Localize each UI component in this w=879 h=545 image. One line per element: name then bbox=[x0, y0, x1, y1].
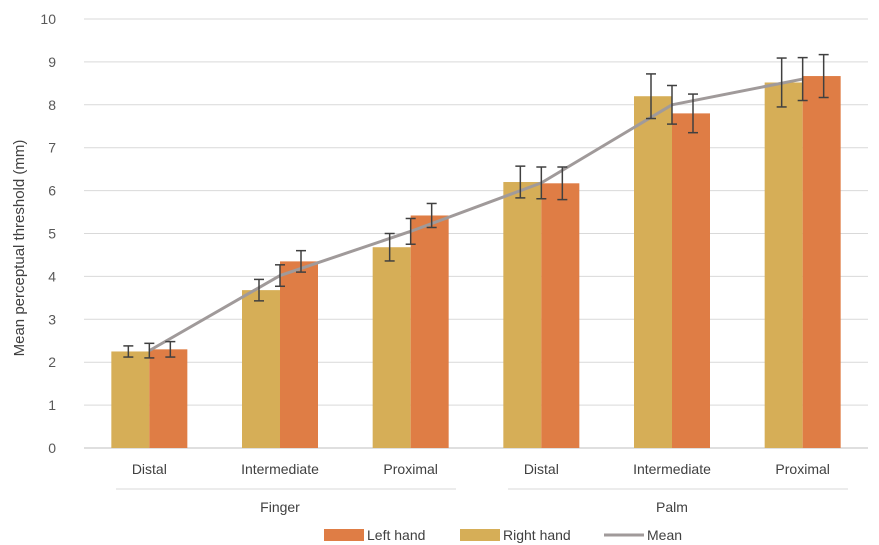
x-category-label: Distal bbox=[524, 461, 559, 477]
y-tick-label: 2 bbox=[48, 354, 56, 370]
bar-left-hand bbox=[410, 215, 449, 448]
legend: Left hand Right hand Mean bbox=[324, 527, 682, 543]
x-category-label: Distal bbox=[132, 461, 167, 477]
y-tick-label: 10 bbox=[40, 11, 56, 27]
error-bar bbox=[797, 56, 808, 102]
error-bar bbox=[818, 53, 829, 99]
x-group-label: Palm bbox=[656, 499, 688, 515]
error-bar bbox=[426, 202, 437, 229]
bar-right-hand bbox=[111, 351, 150, 448]
bar-left-hand bbox=[149, 349, 188, 448]
y-tick-labels: 0 1 2 3 4 5 6 7 8 9 10 bbox=[40, 11, 56, 456]
error-bar bbox=[688, 93, 698, 134]
legend-item: Mean bbox=[604, 527, 682, 543]
error-bar bbox=[275, 264, 285, 288]
y-axis-label: Mean perceptual threshold (mm) bbox=[11, 140, 28, 357]
bars bbox=[111, 76, 841, 448]
y-tick-label: 9 bbox=[48, 54, 56, 70]
error-bar bbox=[667, 84, 677, 125]
x-category-labels: Distal Intermediate Proximal Distal Intermed… bbox=[132, 461, 830, 477]
y-tick-label: 7 bbox=[48, 140, 56, 156]
bar-left-hand bbox=[541, 183, 580, 448]
x-group-labels: Finger Palm bbox=[116, 488, 848, 515]
y-tick-label: 0 bbox=[48, 440, 56, 456]
gridlines bbox=[84, 18, 868, 449]
error-bar bbox=[144, 342, 155, 359]
bar-left-hand bbox=[672, 113, 710, 448]
x-group-label: Finger bbox=[260, 499, 300, 515]
y-tick-label: 4 bbox=[48, 268, 56, 284]
error-bar bbox=[646, 73, 656, 120]
bar-right-hand bbox=[764, 82, 803, 448]
legend-label: Right hand bbox=[503, 527, 571, 543]
x-category-label: Proximal bbox=[775, 461, 829, 477]
x-category-label: Proximal bbox=[383, 461, 437, 477]
error-bar bbox=[384, 232, 395, 262]
mean-line bbox=[148, 77, 803, 352]
error-bar bbox=[776, 57, 787, 108]
legend-item: Left hand bbox=[324, 527, 425, 543]
legend-item: Right hand bbox=[460, 527, 571, 543]
error-bar bbox=[123, 345, 134, 358]
error-bar bbox=[515, 165, 526, 199]
x-category-label: Intermediate bbox=[633, 461, 711, 477]
legend-label: Left hand bbox=[367, 527, 425, 543]
y-tick-label: 8 bbox=[48, 97, 56, 113]
bar-left-hand bbox=[802, 76, 841, 448]
legend-swatch bbox=[324, 529, 364, 541]
legend-label: Mean bbox=[647, 527, 682, 543]
error-bar bbox=[296, 249, 306, 273]
error-bar bbox=[405, 217, 416, 245]
y-tick-label: 3 bbox=[48, 311, 56, 327]
bar-left-hand bbox=[280, 261, 318, 448]
bar-right-hand bbox=[634, 96, 672, 448]
y-tick-label: 5 bbox=[48, 226, 56, 242]
y-tick-label: 6 bbox=[48, 183, 56, 199]
error-bar bbox=[557, 166, 568, 201]
mean-line-layer bbox=[148, 77, 803, 352]
bar-right-hand bbox=[503, 182, 542, 448]
y-tick-label: 1 bbox=[48, 397, 56, 413]
bar-right-hand bbox=[242, 290, 280, 448]
bar-right-hand bbox=[372, 247, 411, 448]
error-bars bbox=[123, 53, 829, 359]
x-category-label: Intermediate bbox=[241, 461, 319, 477]
error-bar bbox=[536, 166, 547, 200]
legend-swatch bbox=[460, 529, 500, 541]
error-bar bbox=[165, 340, 176, 358]
error-bar bbox=[254, 278, 264, 302]
